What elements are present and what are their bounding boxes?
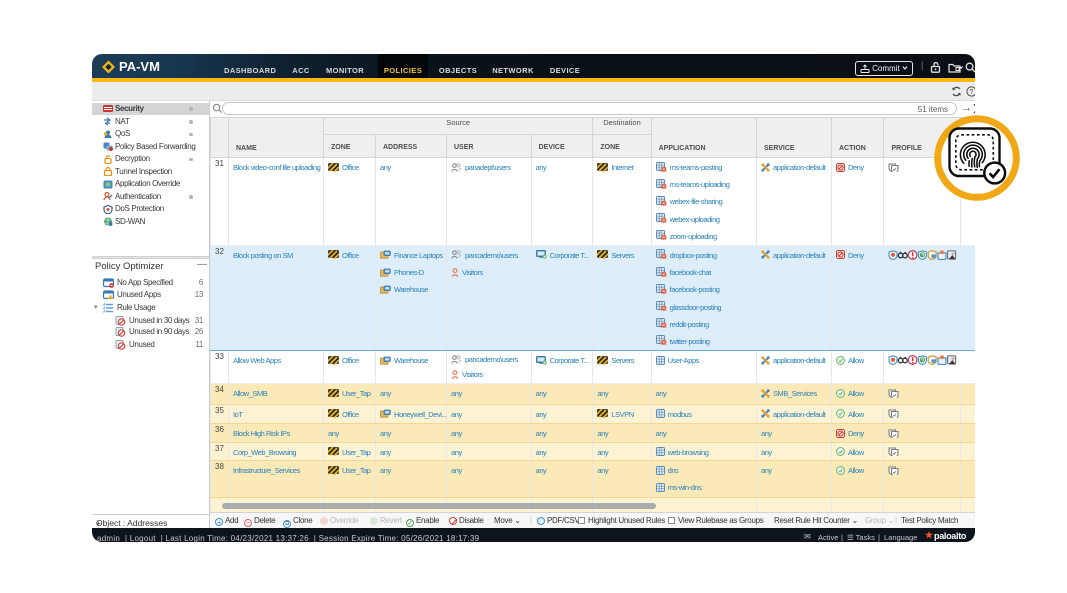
svg-text:?: ? <box>970 89 974 96</box>
